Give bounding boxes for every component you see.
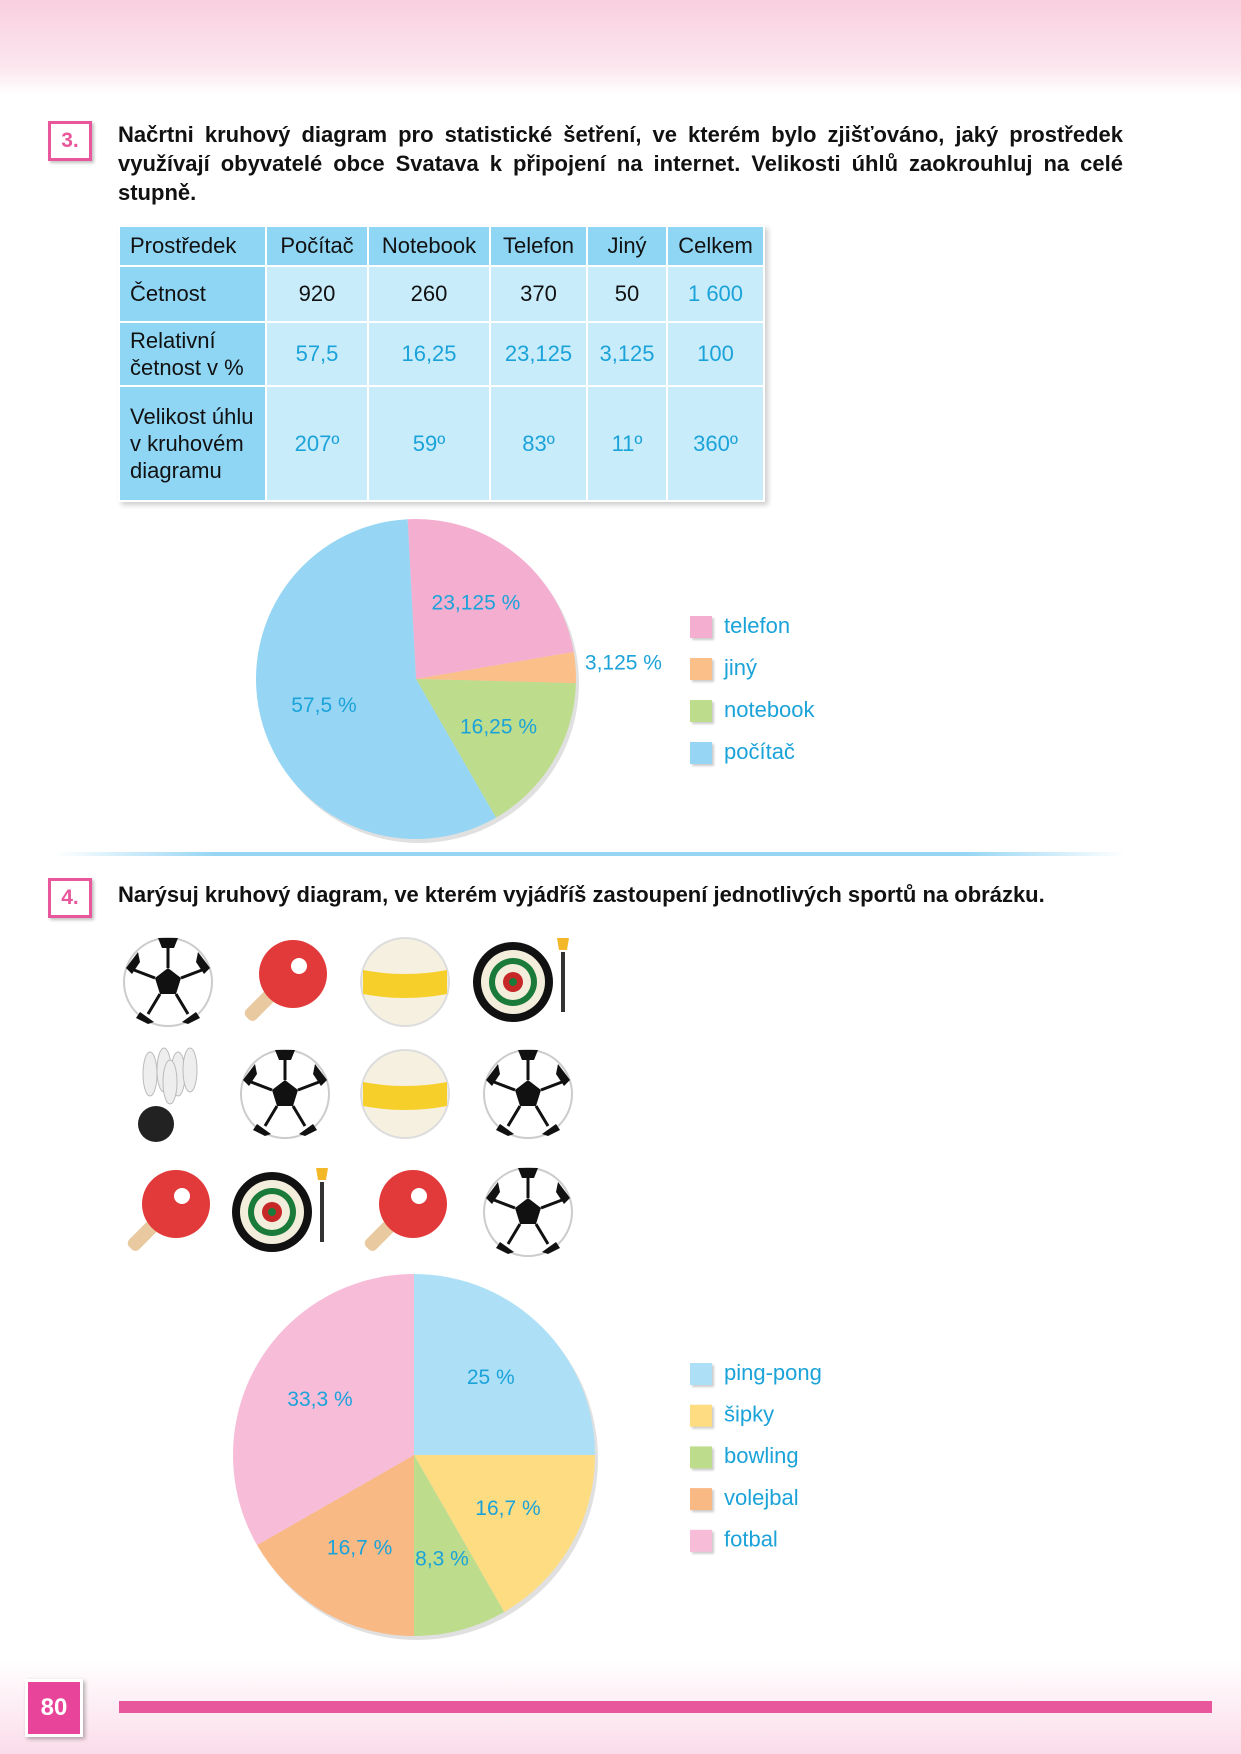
table-cell: 920 (265, 265, 369, 323)
table-cell: 3,125 (586, 321, 668, 387)
pie-slice (255, 519, 496, 840)
exercise-number: 3. (48, 121, 92, 161)
pie-slice (414, 1455, 595, 1612)
table-cell: Počítač (265, 225, 369, 267)
legend-swatch (690, 700, 712, 722)
table-cell: Telefon (489, 225, 588, 267)
table-cell: 260 (367, 265, 491, 323)
pie-slice (414, 1274, 595, 1455)
table-cell: 360º (666, 385, 765, 502)
slice-label: 8,3 % (415, 1547, 469, 1570)
table-cell: Jiný (586, 225, 668, 267)
legend-label: telefon (724, 613, 790, 638)
slice-label: 33,3 % (287, 1388, 352, 1411)
data-table: Prostředek Počítač Notebook Telefon Jiný Celk… (118, 225, 765, 502)
table-cell: Velikost úhlu v kruhovém diagramu (118, 385, 267, 502)
table-cell: 11º (586, 385, 668, 502)
pie-slice (257, 1455, 414, 1636)
slice-label: 23,125 % (432, 592, 521, 615)
exercise-text: Narýsuj kruhový diagram, ve kterém vyjád… (118, 882, 1045, 907)
legend-swatch (690, 1363, 712, 1385)
legend-label: počítač (724, 739, 795, 764)
legend-swatch (690, 742, 712, 764)
slice-label: 25 % (467, 1366, 515, 1389)
table-cell: 370 (489, 265, 588, 323)
legend-label: volejbal (724, 1485, 799, 1510)
legend-swatch (690, 1488, 712, 1511)
legend-label: fotbal (724, 1527, 778, 1552)
legend-swatch (690, 1446, 712, 1469)
table-cell: 50 (586, 265, 668, 323)
slice-label: 16,7 % (475, 1497, 540, 1520)
legend-label: ping-pong (724, 1360, 822, 1385)
table-cell: 59º (367, 385, 491, 502)
slice-label: 57,5 % (291, 694, 356, 717)
table-cell: 207º (265, 385, 369, 502)
divider (55, 852, 1125, 856)
table-cell: 23,125 (489, 321, 588, 387)
table-cell: 16,25 (367, 321, 491, 387)
sport-images (122, 936, 574, 1258)
legend-swatch (690, 1404, 712, 1427)
legend-swatch (690, 1529, 712, 1552)
legend-swatch (690, 616, 712, 638)
pie-slice (416, 651, 576, 684)
pie-slice (414, 1455, 505, 1636)
slice-label: 3,125 % (585, 652, 662, 675)
exercise-text: Načrtni kruhový diagram pro statistické … (118, 122, 1123, 205)
table-cell: 1 600 (666, 265, 765, 323)
footer-bar (119, 1701, 1212, 1713)
table-cell: 83º (489, 385, 588, 502)
page-number: 80 (25, 1679, 83, 1737)
table-cell: 57,5 (265, 321, 369, 387)
slice-label: 16,25 % (460, 716, 537, 739)
pie-slice (233, 1274, 414, 1546)
legend-swatch (690, 658, 712, 680)
table-cell: Notebook (367, 225, 491, 267)
table-cell: Relativní četnost v % (118, 321, 267, 387)
exercise-number: 4. (48, 878, 92, 918)
table-cell: Četnost (118, 265, 267, 323)
pie-slice (407, 519, 574, 679)
legend-label: jiný (723, 655, 757, 680)
table-cell: Celkem (666, 225, 765, 267)
pie-slice (416, 679, 576, 818)
slice-label: 16,7 % (327, 1537, 392, 1560)
legend-label: šipky (724, 1402, 774, 1427)
legend-label: notebook (724, 697, 816, 722)
table-cell: 100 (666, 321, 765, 387)
table-cell: Prostředek (118, 225, 267, 267)
header-band (0, 0, 1241, 95)
legend-label: bowling (724, 1443, 799, 1468)
